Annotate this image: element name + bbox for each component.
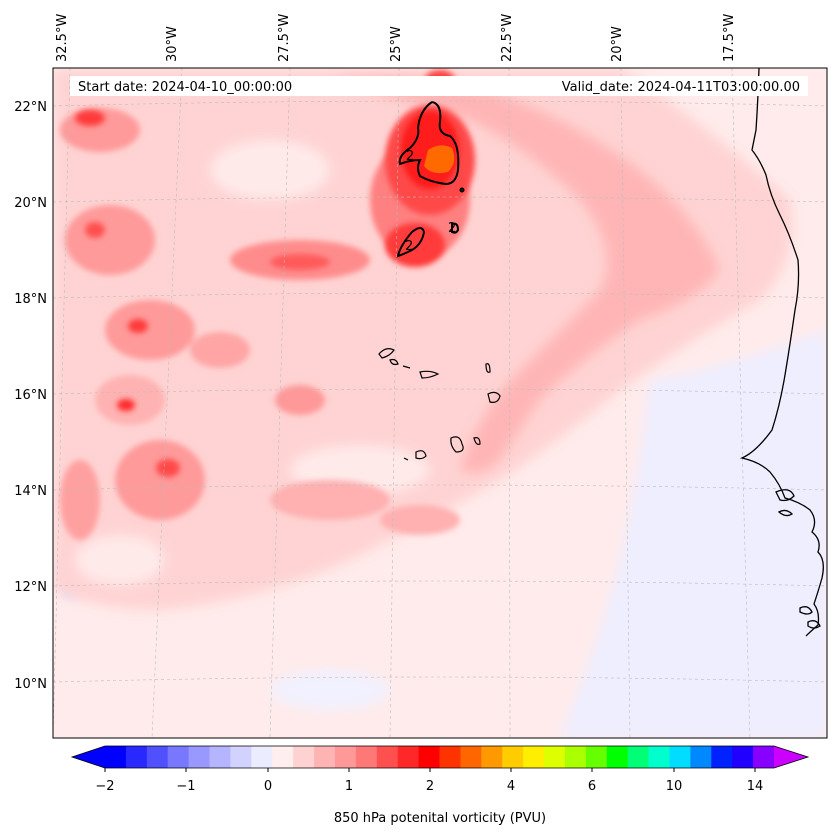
african-coastline <box>739 68 824 637</box>
colorbar-segment <box>627 746 649 768</box>
colorbar-segment <box>397 746 419 768</box>
lat-label: 14°N <box>14 484 47 499</box>
colorbar-segment <box>376 746 399 768</box>
colorbar-segment <box>314 746 336 768</box>
lon-label: 20°W <box>610 26 625 62</box>
lat-label: 10°N <box>14 677 47 692</box>
colorbar-tick-labels: −2 −1 0 1 2 4 6 10 14 <box>95 779 763 794</box>
colorbar-segment <box>585 746 608 768</box>
colorbar-tick-label: 10 <box>666 779 683 794</box>
lon-label: 22.5°W <box>500 14 515 62</box>
lon-label: 32.5°W <box>55 14 70 62</box>
colorbar-segment <box>167 746 190 768</box>
colorbar-tick-label: 1 <box>345 779 353 794</box>
colorbar-segment <box>544 746 566 768</box>
colorbar-ticks <box>104 768 756 772</box>
lat-label: 18°N <box>14 292 47 307</box>
colorbar-tick-label: −2 <box>95 779 114 794</box>
header-bar <box>70 76 808 96</box>
colorbar-segment <box>690 746 712 768</box>
contour-label: 2 <box>448 221 456 236</box>
start-date: Start date: 2024-04-10_00:00:00 <box>78 80 292 95</box>
colorbar-segment <box>564 746 587 768</box>
colorbar-segment <box>251 746 273 768</box>
contour-label: 2 <box>405 239 413 254</box>
colorbar-segment <box>146 746 169 768</box>
colorbar-segment <box>105 746 127 768</box>
colorbar-segment <box>293 746 315 768</box>
colorbar-tick-label: 4 <box>507 779 515 794</box>
colorbar-segment <box>481 746 503 768</box>
map-panel: 2 2 2 <box>53 68 827 738</box>
colorbar-segment <box>732 746 754 768</box>
colorbar-tick-label: 6 <box>588 779 596 794</box>
colorbar-tick-label: 0 <box>264 779 272 794</box>
colorbar-segment <box>439 746 461 768</box>
colorbar-segment <box>460 746 482 768</box>
colorbar-segment <box>418 746 440 768</box>
colorbar-under-arrow <box>72 746 105 768</box>
colorbar-tick-label: 2 <box>426 779 434 794</box>
colorbar-segment <box>523 746 545 768</box>
pv-contours <box>396 100 465 258</box>
colorbar-tick-label: 14 <box>747 779 764 794</box>
longitude-labels: 32.5°W 30°W 27.5°W 25°W 22.5°W 20°W 17.5… <box>55 14 737 62</box>
vorticity-peak <box>424 145 455 174</box>
colorbar-segment <box>606 746 629 768</box>
valid-date: Valid_date: 2024-04-11T03:00:00.00 <box>562 80 800 95</box>
lat-label: 20°N <box>14 196 47 211</box>
colorbar-segment <box>188 746 210 768</box>
lat-label: 12°N <box>14 580 47 595</box>
lon-label: 27.5°W <box>277 14 292 62</box>
colorbar-segment <box>753 746 775 768</box>
cape-verde-islands <box>378 348 501 461</box>
colorbar-segment <box>355 746 378 768</box>
colorbar-tick-label: −1 <box>176 779 195 794</box>
colorbar-title: 850 hPa potenital vorticity (PVU) <box>334 811 546 826</box>
lon-label: 17.5°W <box>722 14 737 62</box>
colorbar-segment <box>669 746 691 768</box>
colorbar-over-arrow <box>774 746 808 768</box>
colorbar-segment <box>272 746 294 768</box>
lon-label: 25°W <box>389 26 404 62</box>
latitude-labels: 22°N 20°N 18°N 16°N 14°N 12°N 10°N <box>14 100 47 692</box>
colorbar-segment <box>334 746 357 768</box>
vorticity-band-light <box>53 68 792 610</box>
map-frame <box>52 67 828 739</box>
lat-label: 22°N <box>14 100 47 115</box>
lat-label: 16°N <box>14 388 47 403</box>
pv-contour-labels: 2 2 2 <box>405 149 456 254</box>
colorbar-segment <box>648 746 670 768</box>
colorbar-segments <box>105 746 775 768</box>
lon-label: 30°W <box>165 26 180 62</box>
colorbar-segment <box>230 746 252 768</box>
colorbar-segment <box>209 746 231 768</box>
colorbar-segment <box>502 746 524 768</box>
contour-label: 2 <box>406 149 414 164</box>
colorbar-segment <box>711 746 733 768</box>
colorbar: −2 −1 0 1 2 4 6 10 14 850 hPa potenital … <box>70 745 810 826</box>
graticule <box>53 68 827 738</box>
colorbar-segment <box>125 746 148 768</box>
